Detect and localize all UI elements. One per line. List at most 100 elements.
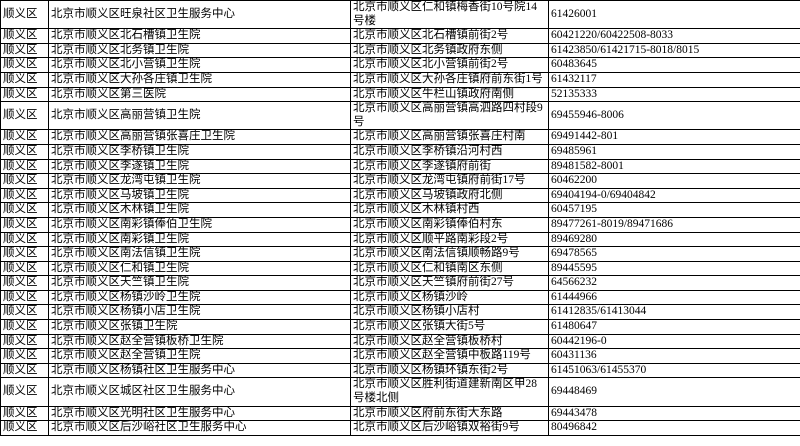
address-cell: 北京市顺义区杨镇小店村 xyxy=(350,304,549,321)
district-cell: 顺义区 xyxy=(0,319,49,335)
phone-cell: 69485961 xyxy=(548,143,800,160)
table-row: 顺义区 北京市顺义区张镇卫生院 北京市顺义区张镇大街5号 61480647 xyxy=(0,319,800,335)
phone-cell: 60431136 xyxy=(548,348,800,364)
phone-cell: 60457195 xyxy=(548,202,800,218)
district-cell: 顺义区 xyxy=(0,333,49,350)
district-cell: 顺义区 xyxy=(0,143,49,160)
phone-cell: 69491442-801 xyxy=(548,129,800,145)
name-cell: 北京市顺义区马坡镇卫生院 xyxy=(48,187,351,204)
table-row: 顺义区 北京市顺义区光明社区卫生服务中心 北京市顺义区府前东街大东路 69443478 xyxy=(0,405,800,422)
district-cell: 顺义区 xyxy=(0,158,49,175)
district-cell: 顺义区 xyxy=(0,216,49,233)
name-cell: 北京市顺义区大孙各庄镇卫生院 xyxy=(48,71,351,88)
phone-cell: 61412835/61413044 xyxy=(548,304,800,321)
address-cell: 北京市顺义区北务镇政府东侧 xyxy=(350,42,549,59)
name-cell: 北京市顺义区城区社区卫生服务中心 xyxy=(48,377,351,407)
phone-cell: 89477261-8019/89471686 xyxy=(548,216,800,233)
name-cell: 北京市顺义区木林镇卫生院 xyxy=(48,202,351,218)
address-cell: 北京市顺义区木林镇村西 xyxy=(350,202,549,218)
table-row: 顺义区 北京市顺义区城区社区卫生服务中心 北京市顺义区胜利街道建新南区甲28号楼北侧… xyxy=(0,377,800,407)
address-cell: 北京市顺义区李遂镇府前街 xyxy=(350,158,549,175)
table-row: 顺义区 北京市顺义区李桥镇卫生院 北京市顺义区李桥镇沿河村西 69485961 xyxy=(0,143,800,160)
district-cell: 顺义区 xyxy=(0,348,49,364)
table-row: 顺义区 北京市顺义区第三医院 北京市顺义区牛栏山镇政府南侧 52135333 xyxy=(0,86,800,103)
district-cell: 顺义区 xyxy=(0,246,49,262)
phone-cell: 69443478 xyxy=(548,405,800,422)
address-cell: 北京市顺义区后沙峪镇双裕街9号 xyxy=(350,420,549,436)
name-cell: 北京市顺义区杨镇社区卫生服务中心 xyxy=(48,362,351,379)
address-cell: 北京市顺义区北小营镇前街2号 xyxy=(350,57,549,73)
phone-cell: 69478565 xyxy=(548,246,800,262)
phone-cell: 61432117 xyxy=(548,71,800,88)
phone-cell: 80496842 xyxy=(548,420,800,436)
name-cell: 北京市顺义区李遂镇卫生院 xyxy=(48,158,351,175)
name-cell: 北京市顺义区李桥镇卫生院 xyxy=(48,143,351,160)
phone-cell: 89469280 xyxy=(548,231,800,248)
phone-cell: 69448469 xyxy=(548,377,800,407)
address-cell: 北京市顺义区南彩镇俸伯村东 xyxy=(350,216,549,233)
name-cell: 北京市顺义区第三医院 xyxy=(48,86,351,103)
table-row: 顺义区 北京市顺义区赵全营镇板桥卫生院 北京市顺义区赵全营镇板桥村 60442196-… xyxy=(0,333,800,350)
name-cell: 北京市顺义区光明社区卫生服务中心 xyxy=(48,405,351,422)
phone-cell: 89445595 xyxy=(548,260,800,277)
phone-cell: 64566232 xyxy=(548,275,800,291)
address-cell: 北京市顺义区顺平路南彩段2号 xyxy=(350,231,549,248)
table-row: 顺义区 北京市顺义区仁和镇卫生院 北京市顺义区仁和镇南区东侧 89445595 xyxy=(0,260,800,277)
table-row: 顺义区 北京市顺义区杨镇社区卫生服务中心 北京市顺义区杨镇环镇东街2号 6145106… xyxy=(0,362,800,379)
phone-cell: 61444966 xyxy=(548,289,800,306)
table-row: 顺义区 北京市顺义区南彩镇俸伯卫生院 北京市顺义区南彩镇俸伯村东 89477261-8… xyxy=(0,216,800,233)
phone-cell: 61423850/61421715-8018/8015 xyxy=(548,42,800,59)
address-cell: 北京市顺义区龙湾屯镇府前街17号 xyxy=(350,173,549,189)
district-cell: 顺义区 xyxy=(0,231,49,248)
name-cell: 北京市顺义区北小营镇卫生院 xyxy=(48,57,351,73)
phone-cell: 69404194-0/69404842 xyxy=(548,187,800,204)
address-cell: 北京市顺义区天竺镇府前街27号 xyxy=(350,275,549,291)
district-cell: 顺义区 xyxy=(0,289,49,306)
table-row: 顺义区 北京市顺义区木林镇卫生院 北京市顺义区木林镇村西 60457195 xyxy=(0,202,800,218)
district-cell: 顺义区 xyxy=(0,71,49,88)
district-cell: 顺义区 xyxy=(0,42,49,59)
name-cell: 北京市顺义区龙湾屯镇卫生院 xyxy=(48,173,351,189)
table-row: 顺义区 北京市顺义区南法信镇卫生院 北京市顺义区南法信镇顺畅路9号 69478565 xyxy=(0,246,800,262)
table-row: 顺义区 北京市顺义区高丽营镇张喜庄卫生院 北京市顺义区高丽营镇张喜庄村南 694914… xyxy=(0,129,800,145)
table-row: 顺义区 北京市顺义区后沙峪社区卫生服务中心 北京市顺义区后沙峪镇双裕街9号 80496… xyxy=(0,420,800,436)
table-row: 顺义区 北京市顺义区马坡镇卫生院 北京市顺义区马坡镇政府北侧 69404194-0/6… xyxy=(0,187,800,204)
address-cell: 北京市顺义区高丽营镇张喜庄村南 xyxy=(350,129,549,145)
table-row: 顺义区 北京市顺义区北务镇卫生院 北京市顺义区北务镇政府东侧 61423850/614… xyxy=(0,42,800,59)
district-cell: 顺义区 xyxy=(0,57,49,73)
phone-cell: 60462200 xyxy=(548,173,800,189)
district-cell: 顺义区 xyxy=(0,86,49,103)
hospital-table: 顺义区 北京市顺义区旺泉社区卫生服务中心 北京市顺义区仁和镇梅香街10号院14号楼 6… xyxy=(0,0,800,436)
table-row: 顺义区 北京市顺义区杨镇小店卫生院 北京市顺义区杨镇小店村 61412835/6141… xyxy=(0,304,800,321)
address-cell: 北京市顺义区仁和镇南区东侧 xyxy=(350,260,549,277)
phone-cell: 60442196-0 xyxy=(548,333,800,350)
name-cell: 北京市顺义区高丽营镇卫生院 xyxy=(48,101,351,131)
table-row: 顺义区 北京市顺义区北石槽镇卫生院 北京市顺义区北石槽镇前街2号 60421220/6… xyxy=(0,28,800,44)
phone-cell: 61480647 xyxy=(548,319,800,335)
name-cell: 北京市顺义区杨镇小店卫生院 xyxy=(48,304,351,321)
name-cell: 北京市顺义区张镇卫生院 xyxy=(48,319,351,335)
phone-cell: 60483645 xyxy=(548,57,800,73)
phone-cell: 69455946-8006 xyxy=(548,101,800,131)
table-row: 顺义区 北京市顺义区赵全营镇卫生院 北京市顺义区赵全营镇中板路119号 6043113… xyxy=(0,348,800,364)
table-row: 顺义区 北京市顺义区天竺镇卫生院 北京市顺义区天竺镇府前街27号 64566232 xyxy=(0,275,800,291)
name-cell: 北京市顺义区旺泉社区卫生服务中心 xyxy=(48,0,351,30)
district-cell: 顺义区 xyxy=(0,173,49,189)
address-cell: 北京市顺义区大孙各庄镇府前东街1号 xyxy=(350,71,549,88)
district-cell: 顺义区 xyxy=(0,304,49,321)
district-cell: 顺义区 xyxy=(0,362,49,379)
name-cell: 北京市顺义区杨镇沙岭卫生院 xyxy=(48,289,351,306)
district-cell: 顺义区 xyxy=(0,101,49,131)
table-row: 顺义区 北京市顺义区旺泉社区卫生服务中心 北京市顺义区仁和镇梅香街10号院14号楼 6… xyxy=(0,0,800,30)
name-cell: 北京市顺义区北务镇卫生院 xyxy=(48,42,351,59)
address-cell: 北京市顺义区南法信镇顺畅路9号 xyxy=(350,246,549,262)
address-cell: 北京市顺义区胜利街道建新南区甲28号楼北侧 xyxy=(350,377,549,407)
district-cell: 顺义区 xyxy=(0,377,49,407)
address-cell: 北京市顺义区杨镇沙岭 xyxy=(350,289,549,306)
name-cell: 北京市顺义区后沙峪社区卫生服务中心 xyxy=(48,420,351,436)
address-cell: 北京市顺义区仁和镇梅香街10号院14号楼 xyxy=(350,0,549,30)
phone-cell: 52135333 xyxy=(548,86,800,103)
table-row: 顺义区 北京市顺义区北小营镇卫生院 北京市顺义区北小营镇前街2号 60483645 xyxy=(0,57,800,73)
address-cell: 北京市顺义区马坡镇政府北侧 xyxy=(350,187,549,204)
